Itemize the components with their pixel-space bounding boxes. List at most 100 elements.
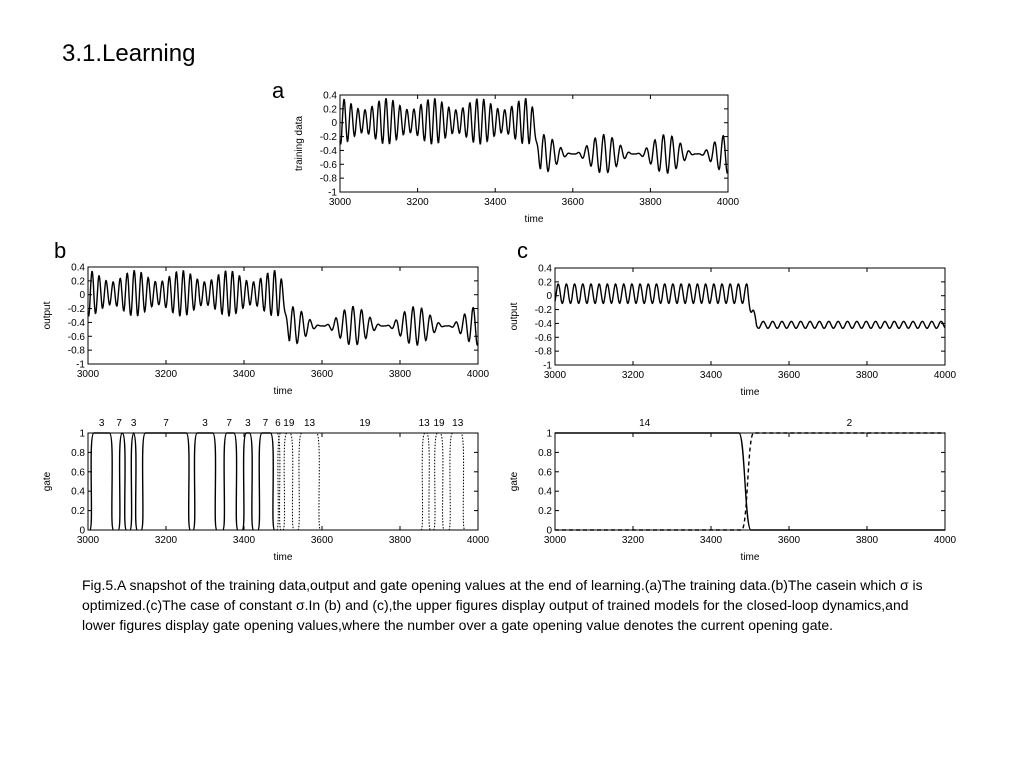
x-tick-label: 3800 — [856, 535, 879, 546]
series-line — [87, 270, 479, 346]
y-tick-label: -0.8 — [320, 174, 338, 185]
series-line — [339, 98, 729, 174]
plot-frame — [339, 94, 729, 193]
panel-a: a 3000 3200 3400 3600 3800 4000 0.4 0.2 0 -0.2 -0.… — [272, 78, 740, 225]
gate-pulse — [117, 432, 127, 531]
y-tick-label: -0.6 — [320, 160, 338, 171]
plot-frame — [87, 266, 479, 365]
gate-pulse — [282, 432, 295, 531]
y-axis-label: gate — [509, 471, 520, 491]
gate-number-label: 14 — [639, 418, 651, 429]
y-tick-label: 1 — [79, 429, 85, 440]
chart-c-gate: 3000 3200 3400 3600 3800 4000 1 0.8 0.6 0.4 0.2 0 ti… — [509, 418, 957, 563]
x-tick-label: 3600 — [778, 535, 801, 546]
x-tick-label: 4000 — [717, 197, 740, 208]
gate-number-label: 19 — [359, 418, 371, 429]
y-tick-label: -0.6 — [68, 332, 86, 343]
x-tick-label: 3800 — [389, 535, 412, 546]
gate-number-label: 3 — [245, 418, 251, 429]
gate-number-label: 7 — [263, 418, 269, 429]
gate-step — [555, 432, 945, 531]
x-tick-label: 3000 — [77, 535, 100, 546]
panel-letter-b: b — [54, 238, 66, 263]
gate-number-label: 19 — [433, 418, 445, 429]
x-axis-label: time — [274, 552, 293, 563]
x-tick-label: 3400 — [700, 370, 723, 381]
series-line — [554, 283, 946, 330]
gate-number-label: 13 — [304, 418, 316, 429]
y-tick-label: -0.4 — [68, 318, 86, 329]
panel-c: c 3000 3200 3400 3600 3800 4000 0.4 0.2 0 -0.2 -0.… — [509, 238, 957, 563]
y-tick-label: 0.4 — [71, 263, 85, 274]
x-axis-label: time — [741, 387, 760, 398]
x-tick-label: 3400 — [484, 197, 507, 208]
y-axis-label: training data — [294, 116, 305, 171]
x-tick-label: 4000 — [467, 535, 490, 546]
gate-pulse — [129, 432, 138, 531]
gate-pulse — [420, 432, 431, 531]
y-tick-label: -0.6 — [535, 333, 553, 344]
gate-number-label: 6 — [275, 418, 281, 429]
y-tick-label: 0.2 — [538, 277, 552, 288]
x-tick-label: 3000 — [544, 370, 567, 381]
x-tick-label: 3400 — [233, 369, 256, 380]
x-axis-label: time — [741, 552, 760, 563]
panel-letter-c: c — [517, 238, 528, 263]
y-axis-label: output — [42, 301, 53, 329]
gate-pulse — [276, 432, 282, 531]
y-tick-label: -0.8 — [535, 347, 553, 358]
y-tick-label: 0.8 — [538, 448, 552, 459]
y-tick-label: -1 — [543, 361, 552, 372]
chart-c-output: 3000 3200 3400 3600 3800 4000 0.4 0.2 0 -0.2 -0.4 -… — [509, 264, 957, 399]
gate-pulse — [448, 432, 466, 531]
y-axis-label: gate — [42, 471, 53, 491]
y-tick-label: 0.2 — [323, 104, 337, 115]
x-tick-label: 3600 — [311, 535, 334, 546]
x-tick-label: 3600 — [778, 370, 801, 381]
x-tick-label: 4000 — [934, 535, 957, 546]
y-tick-label: -0.2 — [535, 305, 553, 316]
x-tick-label: 3400 — [700, 535, 723, 546]
gate-number-label: 2 — [847, 418, 853, 429]
gate-number-label: 13 — [419, 418, 431, 429]
x-tick-label: 3600 — [562, 197, 585, 208]
y-tick-label: -0.4 — [320, 146, 338, 157]
plot-frame — [87, 432, 479, 531]
gate-pulse — [192, 432, 218, 531]
gate-number-label: 7 — [226, 418, 232, 429]
gate-step — [555, 432, 945, 531]
x-tick-label: 3200 — [406, 197, 429, 208]
y-axis-label: output — [509, 302, 520, 330]
figure-caption: Fig.5.A snapshot of the training data,ou… — [82, 577, 923, 633]
x-tick-label: 3200 — [622, 370, 645, 381]
y-tick-label: 0.8 — [71, 448, 85, 459]
y-tick-label: 0.2 — [71, 506, 85, 517]
gate-number-label: 19 — [283, 418, 295, 429]
y-tick-label: 0 — [331, 118, 337, 129]
panel-letter-a: a — [272, 78, 285, 103]
y-tick-label: -1 — [76, 360, 85, 371]
gate-number-label: 7 — [116, 418, 122, 429]
y-tick-label: 1 — [546, 429, 552, 440]
y-tick-label: 0.2 — [538, 506, 552, 517]
gate-pulse — [257, 432, 276, 531]
x-axis-label: time — [525, 214, 544, 225]
x-tick-label: 3200 — [622, 535, 645, 546]
plot-frame — [554, 267, 946, 366]
y-tick-label: 0 — [546, 526, 552, 537]
gate-number-label: 3 — [131, 418, 137, 429]
panel-b: b 3000 3200 3400 3600 3800 4000 0.4 0.2 0 -0.2 -0.… — [42, 238, 490, 563]
y-tick-label: 0.4 — [538, 487, 552, 498]
gate-number-label: 3 — [99, 418, 105, 429]
gate-pulse — [89, 432, 115, 531]
y-tick-label: 0.4 — [323, 91, 337, 102]
gate-number-label: 7 — [163, 418, 169, 429]
figure: a 3000 3200 3400 3600 3800 4000 0.4 0.2 0 -0.2 -0.… — [42, 78, 957, 563]
gate-number-label: 13 — [452, 418, 464, 429]
x-tick-label: 3200 — [155, 535, 178, 546]
y-tick-label: 0.4 — [538, 264, 552, 275]
chart-a: 3000 3200 3400 3600 3800 4000 0.4 0.2 0 -0.2 -0.4 -… — [294, 91, 740, 226]
x-tick-label: 4000 — [467, 369, 490, 380]
x-tick-label: 3800 — [856, 370, 879, 381]
y-tick-label: -0.2 — [320, 132, 338, 143]
